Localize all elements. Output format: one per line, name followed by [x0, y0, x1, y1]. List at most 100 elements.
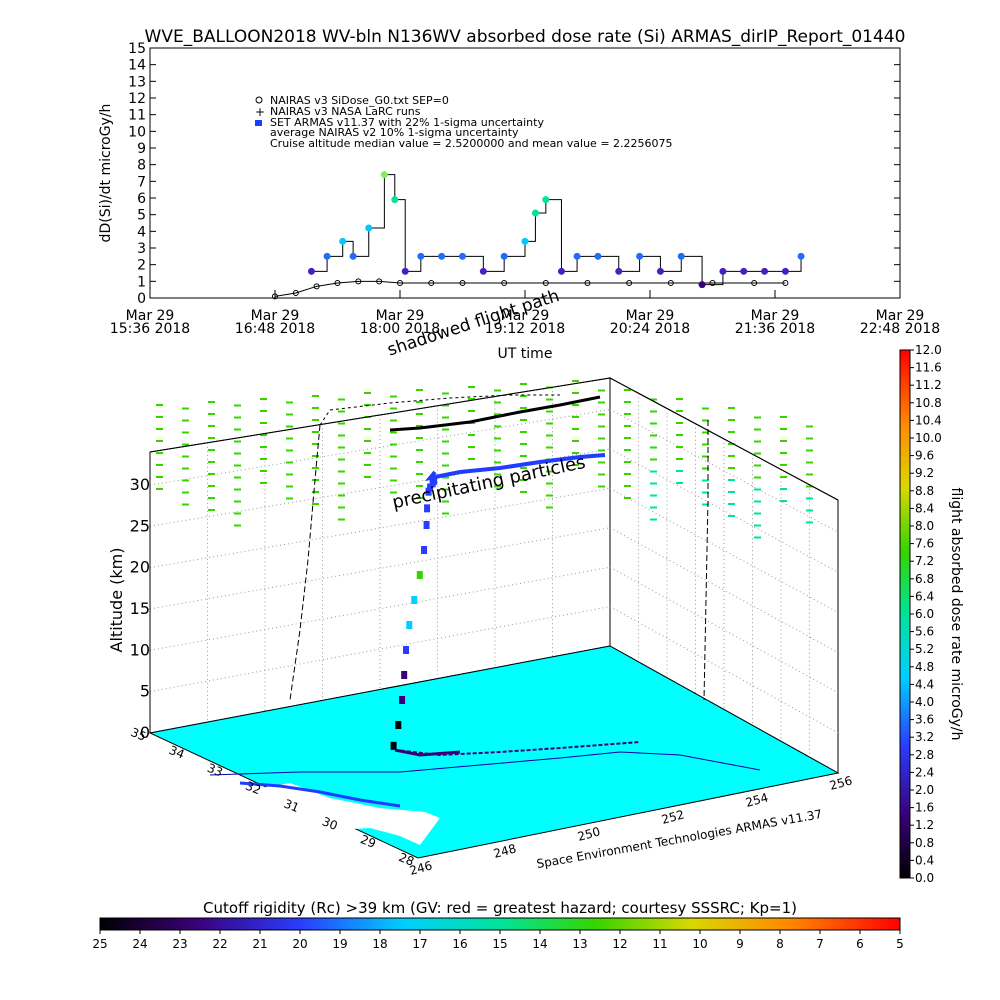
armas-point: [479, 267, 487, 275]
dose-rate-colorbar-gradient: [899, 349, 911, 879]
armas-point: [500, 252, 508, 260]
armas-point: [557, 267, 565, 275]
cutoff-rigidity-colorbar-tick-label: 23: [172, 937, 187, 951]
ascent-point: [401, 671, 408, 679]
armas-point: [740, 267, 748, 275]
x-tick-label-time: 21:36 2018: [735, 321, 815, 337]
grid-line: [609, 566, 839, 694]
latitude-tick-label: 35: [129, 725, 148, 744]
legend-marker-plus-icon: +: [255, 105, 265, 119]
surface-contour: [209, 751, 761, 776]
nairas-point: [459, 280, 466, 286]
time-series-x-label: UT time: [498, 346, 553, 362]
armas-point: [656, 267, 664, 275]
dose-rate-colorbar-tick-label: 4.0: [915, 695, 934, 709]
y-tick-label: 15: [128, 41, 146, 57]
x-tick-label-time: 22:48 2018: [860, 321, 940, 337]
x-tick-label-day: Mar 29: [376, 308, 425, 324]
grid-line: [609, 448, 839, 573]
projected-flight-path: [389, 395, 601, 432]
armas-point: [521, 237, 529, 245]
dose-rate-colorbar-tick-label: 8.0: [915, 519, 934, 533]
altitude-tick-label: 25: [130, 516, 150, 535]
y-tick-label: 11: [128, 108, 146, 124]
dose-rate-colorbar-tick-label: 2.0: [915, 783, 934, 797]
longitude-tick-label: 252: [660, 807, 686, 826]
longitude-tick-label: 246: [408, 858, 434, 877]
cutoff-rigidity-colorbar-tick-label: 6: [856, 937, 864, 951]
ascent-point: [390, 741, 397, 750]
altitude-tick-label: 30: [130, 475, 150, 494]
ascent-point: [427, 483, 434, 492]
dose-rate-colorbar-tick-label: 5.2: [915, 642, 934, 656]
cutoff-rigidity-colorbar-tick-label: 24: [132, 937, 147, 951]
dose-rate-colorbar-tick-label: 3.6: [915, 713, 934, 727]
dose-rate-colorbar-tick-label: 2.8: [915, 748, 934, 762]
dose-rate-colorbar-tick-label: 11.6: [915, 361, 942, 375]
nairas-point: [376, 278, 383, 285]
armas-point: [719, 267, 727, 275]
armas-line: [311, 174, 802, 286]
y-tick-label: 7: [137, 174, 146, 190]
dose-rate-colorbar-tick-label: 7.6: [915, 537, 934, 551]
x-tick-label-time: 18:00 2018: [360, 321, 440, 337]
cutoff-rigidity-colorbar-tick-label: 16: [452, 937, 467, 951]
time-series-frame: [149, 47, 901, 299]
dose-rate-colorbar-tick-label: 7.2: [915, 554, 934, 568]
ascent-point: [424, 504, 431, 513]
x-tick-label-day: Mar 29: [626, 308, 675, 324]
nairas-point: [751, 280, 758, 286]
x-tick-label-time: 15:36 2018: [110, 321, 190, 337]
dose-rate-colorbar-tick-label: 0.4: [915, 853, 934, 867]
legend-entry-nairas-sidose: NAIRAS v3 SiDose_G0.txt SEP=0: [270, 94, 449, 107]
latitude-tick-label: 30: [320, 814, 339, 833]
legend-entry-nairas-larc: NAIRAS v3 NASA LaRC runs: [270, 105, 421, 118]
y-tick-label: 14: [128, 58, 146, 74]
dose-rate-colorbar-tick-label: 12.0: [915, 343, 942, 357]
launch-track: [394, 748, 461, 757]
cutoff-rigidity-colorbar-ticks: 25 24 23 22 21 20 19 18 17 16 15 14 13 12 11 10 9 8 7 6 5: [92, 930, 904, 951]
dose-rate-colorbar-tick-label: 1.6: [915, 801, 934, 815]
y-tick-label: 12: [128, 91, 146, 107]
dose-rate-colorbar-tick-label: 6.8: [915, 572, 934, 586]
dose-rate-colorbar-tick-label: 0.0: [915, 871, 934, 885]
altitude-tick-label: 15: [130, 599, 150, 618]
dose-rate-colorbar-label: flight absorbed dose rate microGy/h: [948, 488, 964, 741]
grid-line: [609, 487, 839, 613]
surface-contour: [239, 781, 401, 808]
dose-rate-colorbar-tick-label: 10.4: [915, 413, 942, 427]
projected-flight-path-right-wall: [703, 420, 709, 701]
box-edge: [149, 377, 611, 453]
armas-point: [573, 252, 581, 260]
altitude-tick-label: 0: [140, 723, 150, 742]
nairas-point: [626, 280, 633, 286]
chart-title: WVE_BALLOON2018 WV-bln N136WV absorbed d…: [145, 27, 906, 47]
cutoff-rigidity-colorbar-tick-label: 17: [412, 937, 427, 951]
x-tick-label-time: 20:24 2018: [610, 321, 690, 337]
dose-rate-colorbar-tick-label: 2.4: [915, 765, 934, 779]
grid-line: [149, 409, 611, 486]
latitude-tick-label: 32: [244, 779, 263, 798]
armas-point: [417, 252, 425, 260]
x-tick-label-day: Mar 29: [876, 308, 925, 324]
armas-point: [459, 252, 466, 260]
nairas-point: [542, 280, 549, 286]
flight-track-3d: [390, 453, 606, 757]
dose-rate-colorbar-tick-label: 3.2: [915, 730, 934, 744]
nairas-line: [274, 280, 786, 297]
legend-entry-cruise-altitude: Cruise altitude median value = 2.5200000…: [270, 137, 673, 150]
y-tick-label: 3: [137, 241, 146, 257]
armas-point: [698, 281, 706, 289]
armas-series: [307, 171, 805, 289]
x-tick-label-day: Mar 29: [751, 308, 800, 324]
altitude-tick-label: 10: [130, 640, 150, 659]
ascent-point: [423, 521, 430, 529]
cutoff-rigidity-colorbar-tick-label: 12: [612, 937, 627, 951]
cutoff-rigidity-colorbar-tick-label: 7: [816, 937, 824, 951]
armas-point: [797, 252, 805, 260]
y-tick-label: 13: [128, 74, 146, 90]
cutoff-rigidity-colorbar-tick-label: 13: [572, 937, 587, 951]
